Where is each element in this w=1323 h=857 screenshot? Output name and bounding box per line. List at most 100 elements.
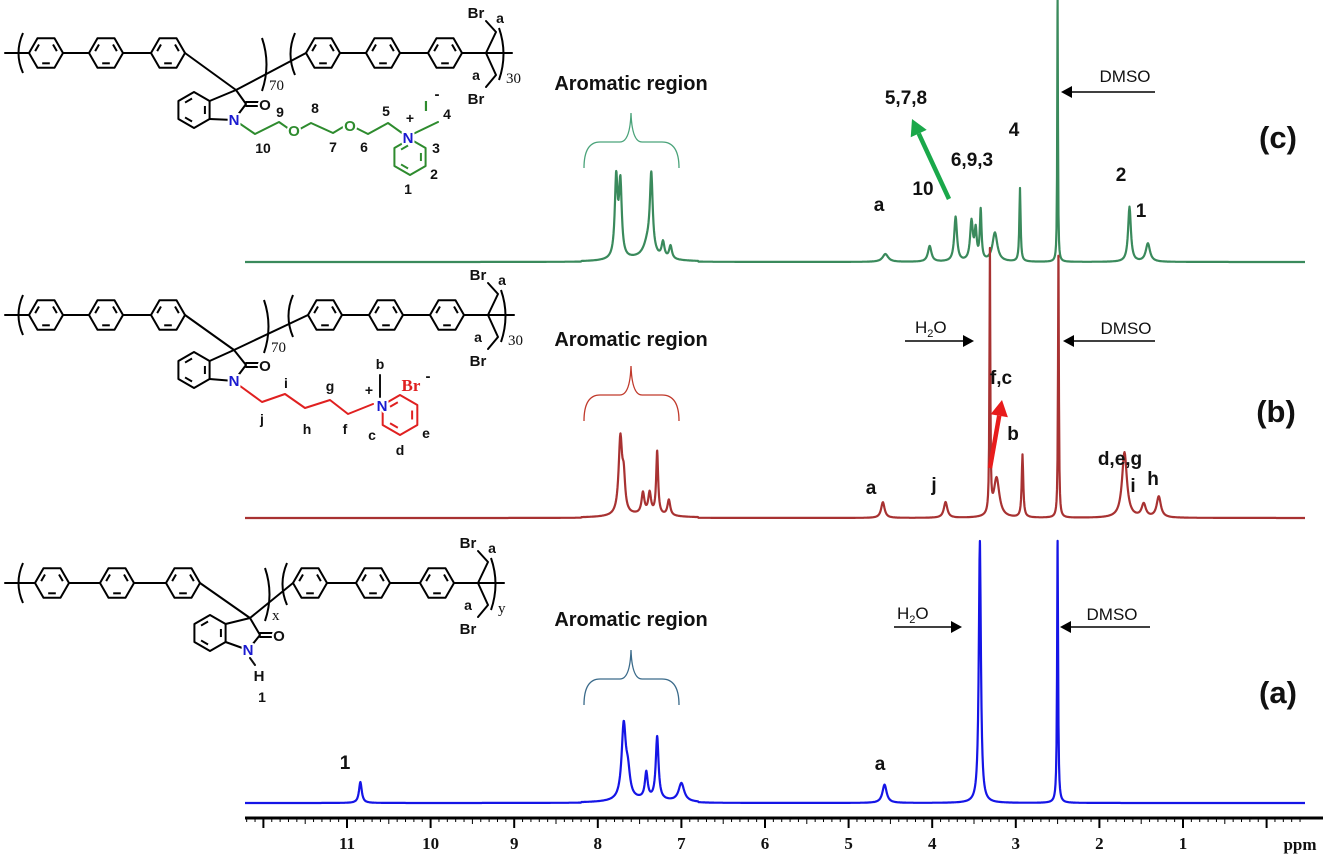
ring-double-bond [329, 44, 335, 52]
iodide-label: I [424, 98, 428, 115]
aromatic-region-label: Aromatic region [554, 73, 707, 95]
proton-position-label: g [326, 378, 335, 394]
ring-double-bond [184, 357, 193, 364]
proton-position-label: h [303, 421, 312, 437]
shift-arrow-red [987, 400, 1008, 469]
ether-chain-bonds [235, 120, 290, 135]
ring-double-bond [189, 574, 195, 582]
dmso-label: DMSO [1087, 605, 1138, 624]
lactam-ring-bonds [208, 89, 247, 121]
indolinone-benzene-ring [193, 614, 227, 652]
peak-label: a [874, 195, 885, 216]
ether-oxygen: O [344, 118, 356, 135]
proton-position-label: 8 [311, 100, 319, 116]
h2o-label: H2O [897, 604, 929, 626]
proton-position-label: 3 [432, 140, 440, 156]
carbonyl-oxygen: O [259, 97, 271, 114]
ring-double-bond [156, 306, 162, 314]
aromatic-brace [583, 649, 680, 706]
ring-double-bond [171, 574, 177, 582]
ring-outline [368, 299, 404, 331]
x-tick-label: 6 [761, 834, 770, 853]
proton-position-label: 10 [255, 140, 271, 156]
aromatic-region-label: Aromatic region [554, 329, 707, 351]
ring-double-bond [425, 574, 431, 582]
ring-double-bond [184, 376, 193, 383]
arrow-shaft [987, 415, 1002, 469]
proton-position-label: 9 [276, 104, 284, 120]
proton-position-label: c [368, 427, 376, 443]
bracket-open-block [289, 32, 296, 76]
positive-charge: + [365, 382, 373, 398]
bracket-open-block [287, 294, 294, 338]
ether-oxygen: O [288, 123, 300, 140]
spectrum-line-c [244, 0, 1306, 264]
bracket-close-right [500, 289, 507, 343]
ring-double-bond [433, 44, 439, 52]
ring-double-bond [184, 97, 193, 104]
ring-outline [355, 567, 391, 599]
h2o-h: H [915, 318, 927, 337]
ring-outline [150, 299, 186, 331]
ring-double-bond [200, 639, 209, 646]
bracket-close-right [490, 557, 497, 611]
ether-chain-bonds [355, 122, 403, 135]
peak-label: a [875, 754, 886, 775]
negative-charge: - [426, 368, 431, 385]
ring-double-bond [374, 306, 380, 314]
bracket-close-block [261, 37, 268, 92]
phenylene-ring [292, 567, 328, 599]
bromomethyl-bottom-bond [477, 582, 489, 618]
proton-position-label: d [396, 442, 405, 458]
block-subscript: 30 [506, 71, 521, 87]
aromatic-brace [583, 365, 680, 422]
proton-position-label: f [343, 421, 348, 437]
ring-double-bond [379, 574, 385, 582]
ring-double-bond [94, 44, 100, 52]
ring-double-bond [311, 44, 317, 52]
peak-label: 1 [1136, 201, 1147, 222]
ring-double-bond [94, 306, 100, 314]
h2o-subscript: 2 [909, 614, 915, 626]
proton-position-label: 2 [430, 166, 438, 182]
bromomethyl-top-bond [487, 282, 499, 316]
bromomethyl-top-bond [477, 550, 489, 584]
carbonyl-oxygen: O [259, 358, 271, 375]
peak-label: d,e,g [1098, 449, 1142, 470]
ring-double-bond [313, 306, 319, 314]
bromine-label: Br [460, 621, 477, 638]
peak-label: 4 [1009, 120, 1020, 141]
proton-position-label: j [259, 411, 264, 427]
peak-label: j [930, 475, 936, 496]
peak-label: f,c [990, 368, 1013, 389]
bromine-label: Br [470, 353, 487, 370]
ring-double-bond [200, 620, 209, 627]
piperidinium-ring [393, 138, 427, 176]
x-tick-label: 4 [928, 834, 937, 853]
h2o-o: O [915, 604, 928, 623]
phenylene-ring [88, 37, 124, 69]
phenylene-ring [99, 567, 135, 599]
proton-position-label: 1 [258, 689, 266, 705]
ring-outline [419, 567, 455, 599]
ring-outline [28, 299, 64, 331]
n-methyl-bond [412, 121, 439, 135]
bracket-open-block [281, 562, 288, 606]
ring-double-bond [105, 574, 111, 582]
piperidinium-ring [381, 394, 419, 436]
negative-charge: - [435, 86, 440, 103]
indolinone-benzene-ring [177, 351, 211, 389]
proton-label-a: a [488, 540, 496, 556]
amide-nitrogen: N [243, 642, 254, 659]
dmso-arrow [1060, 620, 1150, 634]
quaternary-nitrogen: N [403, 130, 414, 147]
proton-position-label: 7 [329, 139, 337, 155]
proton-label-a: a [474, 329, 482, 345]
alkyl-chain-bonds [235, 382, 374, 415]
arrow-head [1063, 334, 1074, 348]
arrow-head [951, 620, 962, 634]
h2o-arrow [894, 620, 962, 634]
ring-outline [34, 567, 70, 599]
bromine-label: Br [468, 5, 485, 22]
